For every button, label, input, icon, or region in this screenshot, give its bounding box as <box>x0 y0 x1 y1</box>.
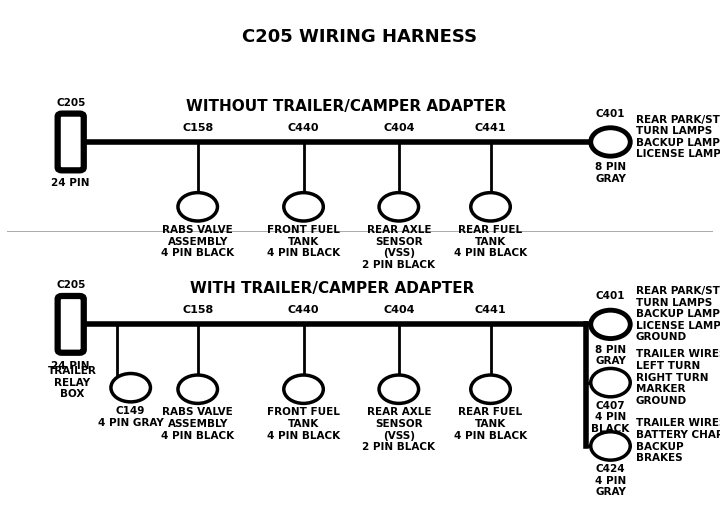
Text: C440: C440 <box>288 123 319 133</box>
Text: REAR AXLE
SENSOR
(VSS)
2 PIN BLACK: REAR AXLE SENSOR (VSS) 2 PIN BLACK <box>362 225 436 270</box>
Text: C407
4 PIN
BLACK: C407 4 PIN BLACK <box>591 401 629 434</box>
Text: 24 PIN: 24 PIN <box>51 361 90 371</box>
Text: WITH TRAILER/CAMPER ADAPTER: WITH TRAILER/CAMPER ADAPTER <box>189 281 474 296</box>
Text: C158: C158 <box>182 305 213 315</box>
Text: C149
4 PIN GRAY: C149 4 PIN GRAY <box>98 406 163 428</box>
Text: C404: C404 <box>383 305 415 315</box>
Circle shape <box>379 375 418 403</box>
Text: C401: C401 <box>595 109 625 119</box>
Circle shape <box>590 310 630 339</box>
Text: C205: C205 <box>56 280 86 290</box>
Text: C440: C440 <box>288 305 319 315</box>
Text: TRAILER
RELAY
BOX: TRAILER RELAY BOX <box>48 366 96 399</box>
Circle shape <box>590 432 630 460</box>
Text: C205: C205 <box>56 98 86 108</box>
Text: RABS VALVE
ASSEMBLY
4 PIN BLACK: RABS VALVE ASSEMBLY 4 PIN BLACK <box>161 225 234 258</box>
Circle shape <box>590 369 630 397</box>
Text: REAR PARK/STOP
TURN LAMPS
BACKUP LAMPS
LICENSE LAMPS
GROUND: REAR PARK/STOP TURN LAMPS BACKUP LAMPS L… <box>636 286 720 342</box>
Text: C401: C401 <box>595 291 625 301</box>
Circle shape <box>284 193 323 221</box>
Text: REAR PARK/STOP
TURN LAMPS
BACKUP LAMPS
LICENSE LAMPS: REAR PARK/STOP TURN LAMPS BACKUP LAMPS L… <box>636 114 720 159</box>
Text: WITHOUT TRAILER/CAMPER ADAPTER: WITHOUT TRAILER/CAMPER ADAPTER <box>186 99 506 114</box>
Circle shape <box>471 193 510 221</box>
Text: C441: C441 <box>474 123 506 133</box>
Text: C158: C158 <box>182 123 213 133</box>
Text: TRAILER WIRES
BATTERY CHARGE
BACKUP
BRAKES: TRAILER WIRES BATTERY CHARGE BACKUP BRAK… <box>636 418 720 463</box>
Text: C424
4 PIN
GRAY: C424 4 PIN GRAY <box>595 464 626 497</box>
Circle shape <box>379 193 418 221</box>
Text: 8 PIN
GRAY: 8 PIN GRAY <box>595 345 626 366</box>
Text: FRONT FUEL
TANK
4 PIN BLACK: FRONT FUEL TANK 4 PIN BLACK <box>267 407 340 440</box>
Text: TRAILER WIRES
LEFT TURN
RIGHT TURN
MARKER
GROUND: TRAILER WIRES LEFT TURN RIGHT TURN MARKE… <box>636 349 720 406</box>
Text: C404: C404 <box>383 123 415 133</box>
Text: REAR AXLE
SENSOR
(VSS)
2 PIN BLACK: REAR AXLE SENSOR (VSS) 2 PIN BLACK <box>362 407 436 452</box>
FancyBboxPatch shape <box>58 114 84 170</box>
Text: REAR FUEL
TANK
4 PIN BLACK: REAR FUEL TANK 4 PIN BLACK <box>454 225 527 258</box>
Text: FRONT FUEL
TANK
4 PIN BLACK: FRONT FUEL TANK 4 PIN BLACK <box>267 225 340 258</box>
Circle shape <box>178 193 217 221</box>
Text: C441: C441 <box>474 305 506 315</box>
Text: C205 WIRING HARNESS: C205 WIRING HARNESS <box>243 28 477 46</box>
Text: REAR FUEL
TANK
4 PIN BLACK: REAR FUEL TANK 4 PIN BLACK <box>454 407 527 440</box>
Circle shape <box>284 375 323 403</box>
Text: RABS VALVE
ASSEMBLY
4 PIN BLACK: RABS VALVE ASSEMBLY 4 PIN BLACK <box>161 407 234 440</box>
Circle shape <box>471 375 510 403</box>
Circle shape <box>178 375 217 403</box>
Text: 8 PIN
GRAY: 8 PIN GRAY <box>595 162 626 184</box>
Circle shape <box>111 373 150 402</box>
Circle shape <box>590 128 630 156</box>
FancyBboxPatch shape <box>58 296 84 353</box>
Text: 24 PIN: 24 PIN <box>51 178 90 189</box>
